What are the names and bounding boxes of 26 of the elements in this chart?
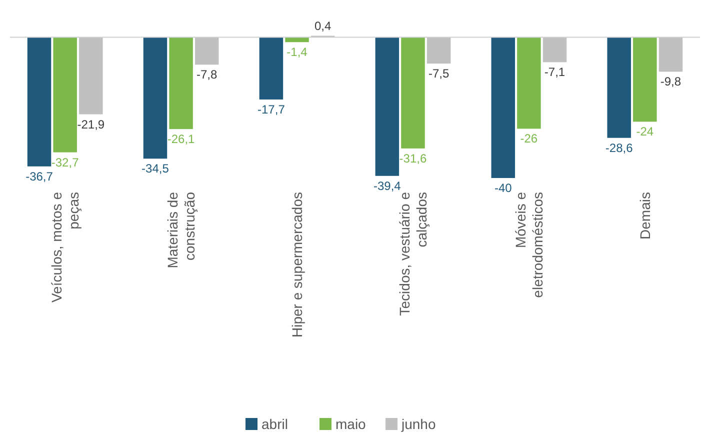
x-tick-label: Demais <box>636 192 653 240</box>
data-label: -40 <box>494 181 512 195</box>
legend-label: junho <box>400 416 436 432</box>
data-label: -7,8 <box>196 68 218 82</box>
data-label: 0,4 <box>314 18 332 33</box>
data-label: -24 <box>636 124 654 139</box>
data-label: -7,1 <box>544 65 566 80</box>
data-label: -7,5 <box>428 66 450 81</box>
legend-label: maio <box>336 416 366 432</box>
data-label: -17,7 <box>258 102 286 117</box>
data-label: -39,4 <box>373 178 402 193</box>
data-label: -21,9 <box>77 117 105 132</box>
data-label: -1,4 <box>286 45 308 60</box>
x-tick-label: Veículos, motos e peças <box>48 192 82 303</box>
data-label: -31,6 <box>399 151 427 166</box>
data-label: -34,5 <box>142 162 170 176</box>
data-label: -36,7 <box>26 169 54 184</box>
data-label: -28,6 <box>605 140 634 155</box>
data-label: -9,8 <box>660 74 682 89</box>
x-tick-label: Materiais de construção <box>164 192 198 268</box>
legend-label: abril <box>262 416 288 432</box>
x-tick-label: Tecidos, vestuário e calçados <box>396 192 430 316</box>
data-label: -26,1 <box>167 132 196 146</box>
x-tick-label: Hiper e supermercados <box>289 192 306 338</box>
data-label: -26 <box>520 132 538 146</box>
data-label: -32,7 <box>51 155 80 170</box>
